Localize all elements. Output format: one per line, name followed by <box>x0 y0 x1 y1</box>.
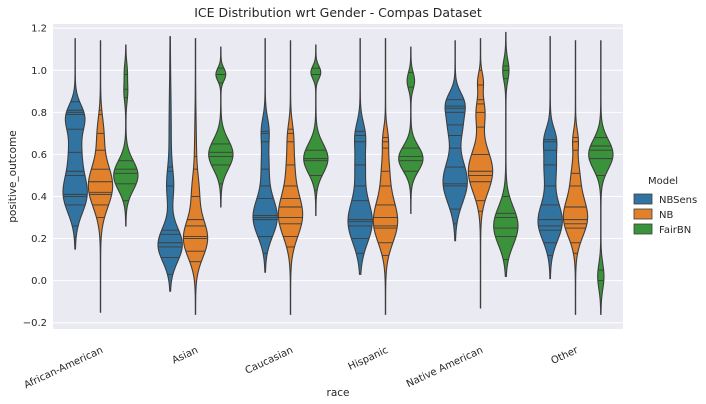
y-tick-label: 1.2 <box>31 24 47 35</box>
chart-title: ICE Distribution wrt Gender - Compas Dat… <box>194 5 482 20</box>
x-tick-label: Hispanic <box>347 345 390 373</box>
y-tick-label: −0.2 <box>23 318 47 329</box>
y-tick-label: 0.2 <box>31 234 47 245</box>
y-axis-ticks: −0.2 0.0 0.2 0.4 0.6 0.8 1.0 1.2 <box>23 24 47 329</box>
legend-label: FairBN <box>659 225 691 236</box>
x-axis-ticks: African-American Asian Caucasian Hispanic Na… <box>22 345 580 392</box>
legend-title: Model <box>648 176 678 187</box>
violin-nbsens-native-american <box>442 40 468 242</box>
x-axis-label: race <box>327 387 350 399</box>
x-tick-label: Other <box>550 345 581 367</box>
violin-nb-other <box>562 40 589 315</box>
violins <box>62 31 614 315</box>
violin-fairbn-caucasian <box>303 44 329 216</box>
violin-nb-african-american <box>87 40 114 313</box>
violin-nbsens-asian <box>157 36 183 292</box>
violin-fairbn-other <box>588 40 614 315</box>
violin-fairbn-native-american <box>493 31 519 277</box>
plot-background <box>53 24 623 329</box>
legend-label: NBSens <box>659 195 697 206</box>
violin-nbsens-other <box>537 36 563 280</box>
x-tick-label: Native American <box>405 345 485 390</box>
legend: Model NBSens NB FairBN <box>633 176 697 236</box>
legend-swatch <box>633 193 653 205</box>
y-tick-label: 0.8 <box>31 108 47 119</box>
violin-nb-hispanic <box>372 38 399 315</box>
legend-label: NB <box>659 210 673 221</box>
violin-nbsens-caucasian <box>252 38 278 273</box>
violin-nbsens-hispanic <box>347 38 373 275</box>
y-tick-label: 0.4 <box>31 192 47 203</box>
legend-swatch <box>633 208 653 220</box>
gridlines <box>53 27 623 324</box>
violin-nb-caucasian <box>277 40 304 315</box>
y-tick-label: 0.0 <box>31 276 47 287</box>
violin-nb-native-american <box>467 38 494 309</box>
legend-swatch <box>633 223 653 235</box>
violin-fairbn-african-american <box>113 44 139 227</box>
violin-fairbn-hispanic <box>398 46 424 214</box>
violin-nb-asian <box>182 38 209 315</box>
x-tick-label: Caucasian <box>244 345 295 377</box>
x-tick-label: Asian <box>171 345 200 367</box>
y-axis-label: positive_outcome <box>7 130 19 223</box>
x-tick-label: African-American <box>22 345 104 391</box>
y-tick-label: 0.6 <box>31 150 47 161</box>
violin-fairbn-asian <box>208 46 234 208</box>
y-tick-label: 1.0 <box>31 66 47 77</box>
